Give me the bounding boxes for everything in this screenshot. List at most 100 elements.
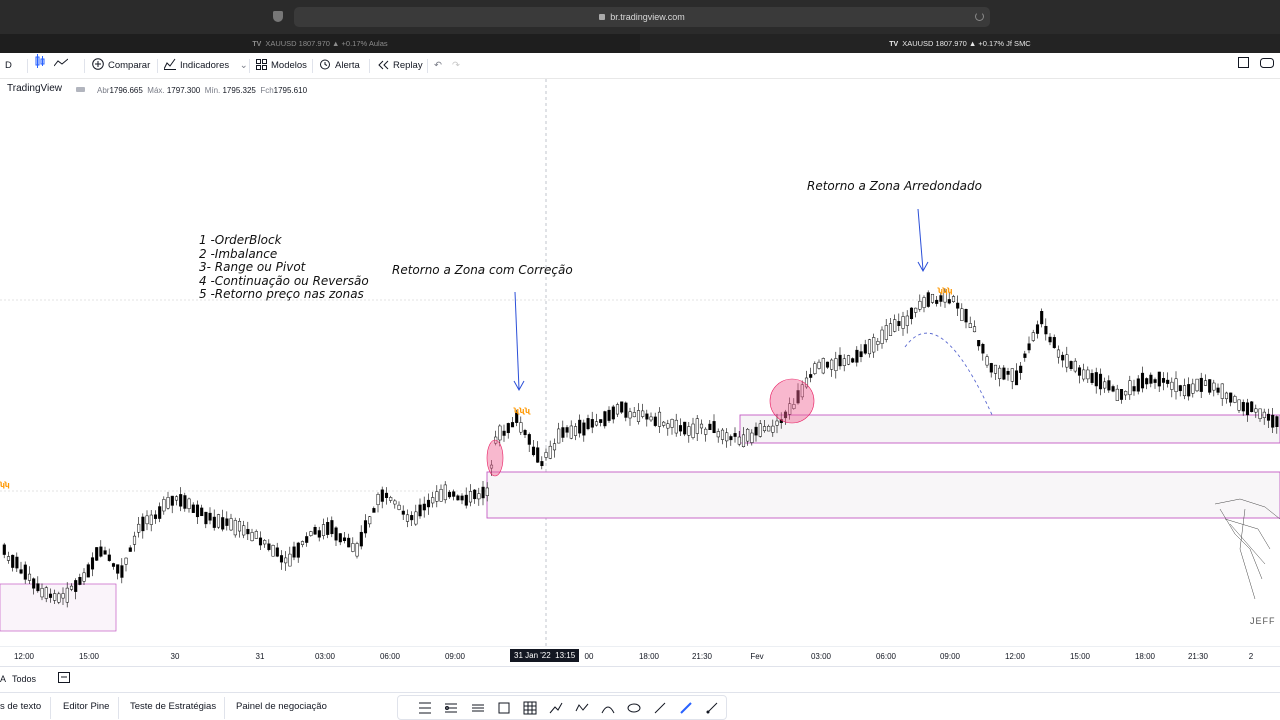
candle [1107, 380, 1111, 391]
candle [867, 339, 872, 355]
compare-button[interactable]: Comparar [92, 53, 150, 79]
candle [384, 492, 389, 498]
candle [61, 593, 65, 599]
candle [258, 537, 263, 546]
brush-icon[interactable] [705, 701, 719, 715]
fullscreen-icon[interactable] [1238, 53, 1249, 79]
tab-strategy-tester[interactable]: Teste de Estratégias [130, 701, 217, 712]
candle [1166, 379, 1170, 384]
candle [1124, 391, 1128, 396]
browser-tab-jf-smc[interactable]: TV XAUUSD 1807.970 ▲ +0.17% Jf SMC [640, 34, 1280, 53]
time-label: Fev [750, 652, 764, 661]
fib-retracement-icon[interactable] [418, 701, 432, 715]
pencil-icon[interactable] [653, 701, 667, 715]
hide-legend-icon[interactable] [76, 87, 85, 92]
range-all-button[interactable]: Todos [12, 674, 37, 684]
parallel-lines-icon[interactable] [471, 701, 485, 715]
candle [632, 412, 636, 418]
browser-tab-aulas[interactable]: TV XAUUSD 1807.970 ▲ +0.17% Aulas [0, 34, 640, 53]
time-label: 30 [170, 652, 180, 661]
chevron-down-icon[interactable]: ⌄ [239, 60, 248, 71]
candle [561, 427, 565, 438]
time-axis[interactable]: 12:00 15:00 30 31 03:00 06:00 09:00 18:0… [0, 646, 1280, 666]
close-value: 1795.610 [273, 86, 308, 95]
candle [758, 423, 762, 437]
candle [141, 516, 145, 532]
candle [943, 290, 947, 303]
symbol-brand[interactable]: TradingView [7, 83, 63, 94]
time-label: 31 [255, 652, 265, 661]
undo-icon[interactable]: ↶ [434, 60, 442, 71]
screenshot-icon[interactable] [1260, 53, 1274, 79]
path-icon[interactable] [575, 701, 589, 715]
orderblock-zone-upper[interactable] [739, 414, 1280, 444]
candle [481, 486, 485, 499]
range-arrow-icon[interactable]: A [0, 674, 7, 684]
rounded-return-curve[interactable] [904, 332, 994, 418]
candle [506, 423, 510, 434]
shield-icon[interactable] [273, 11, 283, 22]
candle [939, 295, 943, 302]
tab-trading-panel[interactable]: Painel de negociação [236, 701, 327, 712]
candle [158, 506, 162, 519]
orderblock-zone-main[interactable] [486, 471, 1280, 519]
highlight-circle-correction[interactable] [486, 439, 504, 477]
candle [951, 296, 956, 302]
interval-button[interactable]: D [5, 60, 12, 71]
redo-icon[interactable]: ↷ [452, 60, 460, 71]
candle [74, 580, 78, 592]
candle [145, 515, 149, 525]
address-bar[interactable]: br.tradingview.com [294, 7, 990, 27]
orderblock-zone-left[interactable] [0, 583, 117, 632]
highlighter-icon[interactable] [679, 701, 693, 715]
price-chart[interactable]: ʮʮ ʯʯʯ ʮʮʮ [0, 79, 1280, 646]
toolbar-divider [427, 59, 428, 73]
candle [804, 377, 809, 388]
highlight-circle-rounded[interactable] [769, 378, 815, 424]
time-label: 2 [1248, 652, 1254, 661]
jeff-logo [1214, 498, 1280, 600]
reload-icon[interactable] [975, 12, 984, 21]
candle [834, 358, 838, 371]
tab-text-notes[interactable]: s de texto [0, 701, 42, 712]
rectangle-icon[interactable] [497, 701, 511, 715]
candle [397, 504, 401, 510]
time-label: 06:00 [875, 652, 897, 661]
tab-label: XAUUSD 1807.970 ▲ +0.17% Jf SMC [902, 39, 1031, 48]
candle [851, 358, 855, 363]
candles-icon[interactable] [34, 53, 46, 79]
candle [477, 493, 481, 500]
trend-line-icon[interactable] [549, 701, 563, 715]
candle [674, 419, 678, 434]
candle [1241, 402, 1245, 412]
grid-table-icon[interactable] [523, 701, 537, 715]
candle [1174, 378, 1178, 392]
low-value: 1795.325 [222, 86, 256, 95]
arrow-correction[interactable] [513, 291, 525, 392]
time-label: 12:00 [13, 652, 35, 661]
chart-overlays [0, 79, 1280, 646]
curve-icon[interactable] [601, 701, 615, 715]
fib-channel-icon[interactable] [444, 701, 458, 715]
candle [1136, 378, 1140, 392]
line-chart-icon[interactable] [53, 53, 69, 79]
toolbar-divider [157, 59, 158, 73]
candle [586, 418, 590, 430]
arrow-rounded[interactable] [917, 208, 929, 273]
candle [124, 557, 128, 565]
candle [695, 418, 699, 434]
replay-button[interactable]: Replay [377, 53, 423, 79]
candle [330, 520, 334, 535]
candle [460, 495, 464, 501]
tab-pine-editor[interactable]: Editor Pine [63, 701, 110, 712]
toolbar-divider [27, 59, 28, 73]
candle [498, 425, 502, 441]
open-label: Abr [97, 86, 110, 95]
annotation-step: 2 -Imbalance [199, 246, 278, 261]
alert-button[interactable]: Alerta [319, 53, 360, 79]
goto-date-icon[interactable] [58, 672, 70, 685]
indicators-button[interactable]: Indicadores ⌄ [164, 53, 248, 79]
candle [620, 401, 624, 413]
ellipse-icon[interactable] [627, 701, 641, 715]
templates-button[interactable]: Modelos [256, 53, 307, 79]
